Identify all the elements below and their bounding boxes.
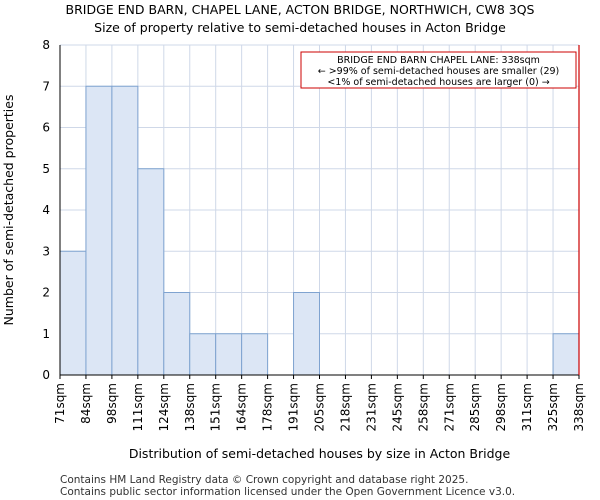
x-tick-label: 164sqm xyxy=(235,383,249,431)
x-tick-label: 258sqm xyxy=(416,383,430,431)
y-tick-label: 8 xyxy=(42,38,50,52)
x-tick-label: 205sqm xyxy=(313,383,327,431)
x-tick-label: 271sqm xyxy=(442,383,456,431)
x-tick-label: 245sqm xyxy=(390,383,404,431)
x-tick-label: 218sqm xyxy=(338,383,352,431)
footer-licence: Contains public sector information licen… xyxy=(60,486,516,498)
x-tick-label: 231sqm xyxy=(364,383,378,431)
histogram-bar xyxy=(215,333,243,376)
chart-subtitle: Size of property relative to semi-detach… xyxy=(94,20,506,35)
y-tick-label: 3 xyxy=(42,244,50,258)
x-tick-label: 151sqm xyxy=(209,383,223,431)
histogram-bar xyxy=(293,292,320,376)
x-tick-label: 191sqm xyxy=(287,383,301,431)
histogram-bar xyxy=(111,85,139,376)
x-tick-label: 338sqm xyxy=(572,383,586,431)
annotation-line: BRIDGE END BARN CHAPEL LANE: 338sqm xyxy=(337,55,540,66)
x-tick-label: 298sqm xyxy=(494,383,508,431)
y-tick-label: 2 xyxy=(42,286,50,300)
x-tick-label: 124sqm xyxy=(157,383,171,431)
histogram-bar xyxy=(241,333,269,376)
annotation-line: <1% of semi-detached houses are larger (… xyxy=(327,77,549,88)
histogram-bar xyxy=(59,250,87,376)
histogram-bar xyxy=(552,333,580,376)
x-tick-label: 178sqm xyxy=(261,383,275,431)
histogram-bar xyxy=(137,168,165,376)
x-tick-label: 311sqm xyxy=(520,383,534,431)
chart-title: BRIDGE END BARN, CHAPEL LANE, ACTON BRID… xyxy=(65,2,535,17)
annotation-line: ← >99% of semi-detached houses are small… xyxy=(318,66,560,77)
annotation-box xyxy=(300,51,577,89)
y-tick-label: 6 xyxy=(42,121,50,135)
x-tick-label: 111sqm xyxy=(131,383,145,431)
histogram-bar xyxy=(163,292,191,376)
y-tick-label: 5 xyxy=(42,162,50,176)
x-tick-label: 138sqm xyxy=(183,383,197,431)
x-axis-title: Distribution of semi-detached houses by … xyxy=(129,446,511,461)
y-axis-title: Number of semi-detached properties xyxy=(1,95,16,326)
x-tick-label: 84sqm xyxy=(79,383,93,424)
histogram-bar xyxy=(85,85,113,376)
x-tick-label: 285sqm xyxy=(468,383,482,431)
y-tick-label: 1 xyxy=(42,327,50,341)
histogram-bar xyxy=(189,333,217,376)
y-tick-label: 7 xyxy=(42,79,50,93)
x-tick-label: 71sqm xyxy=(53,383,67,424)
x-tick-label: 98sqm xyxy=(105,383,119,424)
y-tick-label: 0 xyxy=(42,368,50,382)
x-tick-label: 325sqm xyxy=(546,383,560,431)
y-tick-label: 4 xyxy=(42,203,50,217)
footer-copyright: Contains HM Land Registry data © Crown c… xyxy=(60,474,469,486)
